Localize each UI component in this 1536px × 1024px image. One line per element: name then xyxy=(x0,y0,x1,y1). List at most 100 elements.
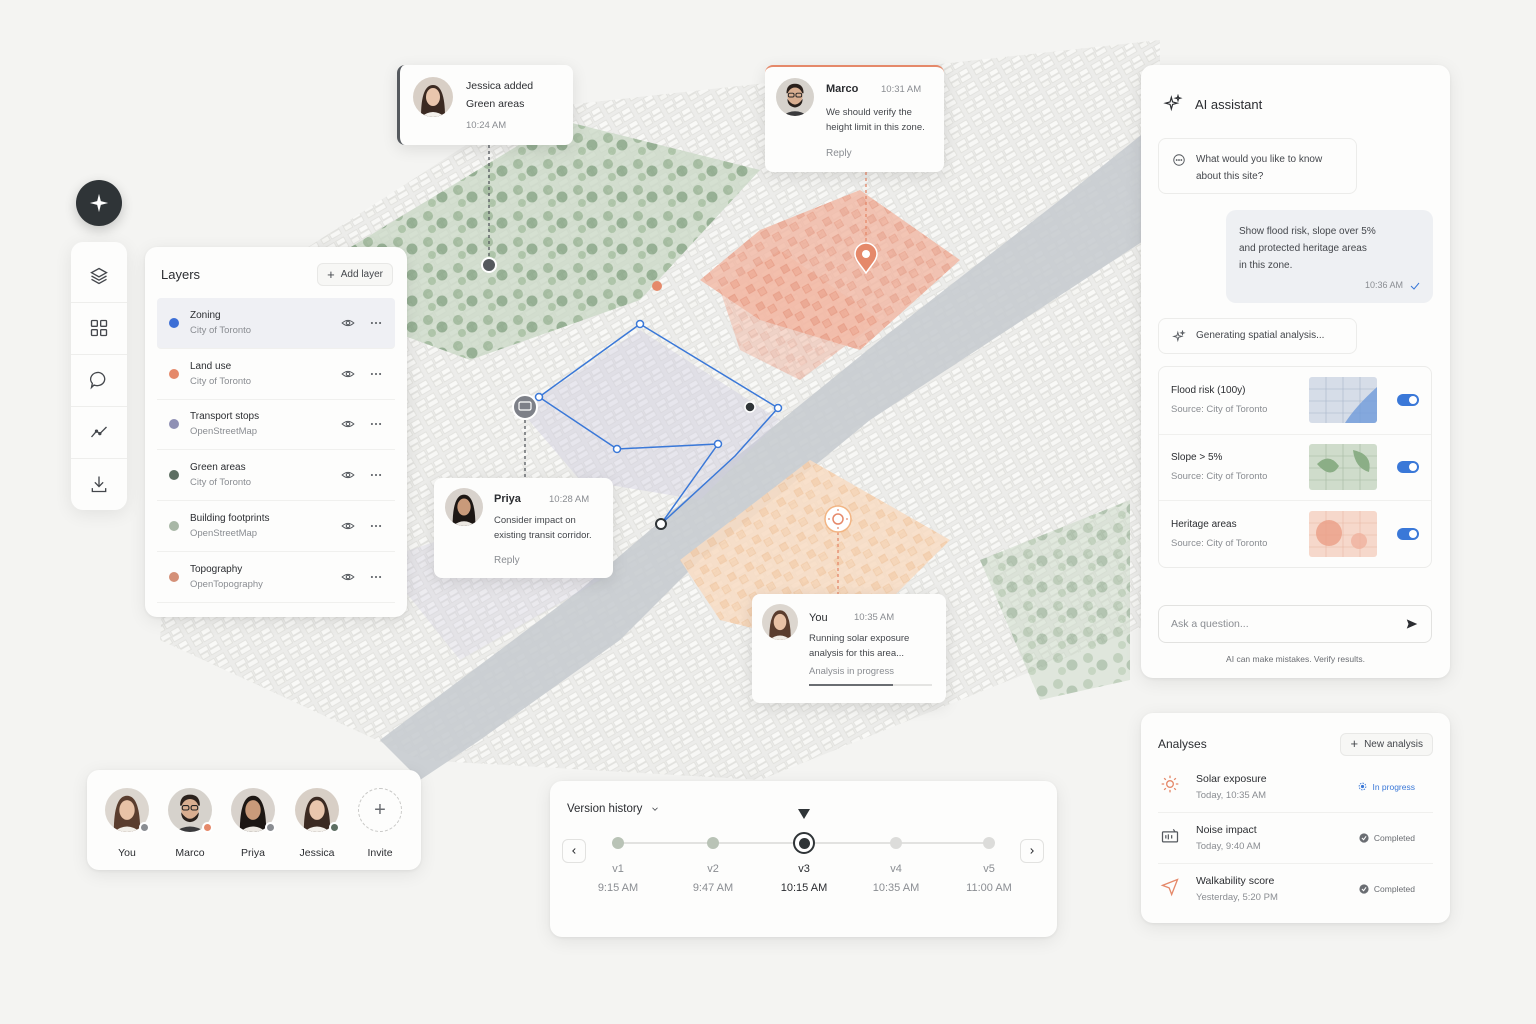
layer-color-dot xyxy=(169,317,179,328)
ai-title: AI assistant xyxy=(1195,96,1263,112)
check-circle-icon xyxy=(1359,884,1369,894)
layer-row[interactable]: Transport stops OpenStreetMap xyxy=(157,400,395,451)
ai-assistant-panel: AI assistant What would you like to know… xyxy=(1141,65,1450,678)
avatar-marco xyxy=(776,78,814,116)
comment-card-jessica[interactable]: Jessica added Green areas 10:24 AM xyxy=(397,65,573,145)
layer-row[interactable]: Land use City of Toronto xyxy=(157,349,395,400)
version-item[interactable]: v4 10:35 AM xyxy=(856,863,936,894)
version-dot[interactable] xyxy=(707,837,719,849)
marco-body-2: height limit in this zone. xyxy=(826,122,925,133)
new-analysis-label: New analysis xyxy=(1364,738,1423,750)
heritage-thumbnail xyxy=(1309,510,1377,557)
invite-label: Invite xyxy=(367,847,393,859)
slope-toggle[interactable] xyxy=(1397,461,1419,474)
eye-icon[interactable] xyxy=(341,519,355,533)
layer-source: OpenTopography xyxy=(190,578,263,590)
grid-tool-button[interactable] xyxy=(71,301,127,354)
result-name: Heritage areas xyxy=(1171,518,1237,530)
version-dot[interactable] xyxy=(612,837,624,849)
next-version-button[interactable] xyxy=(1020,839,1044,863)
flood-risk-toggle[interactable] xyxy=(1397,394,1419,407)
layer-name: Building footprints xyxy=(190,513,270,525)
comment-card-marco[interactable]: Marco 10:31 AM We should verify the heig… xyxy=(765,65,944,172)
chat-bubble-icon xyxy=(90,372,106,391)
eye-icon[interactable] xyxy=(341,468,355,482)
layer-text: Land use City of Toronto xyxy=(190,361,341,387)
version-item[interactable]: v2 9:47 AM xyxy=(673,863,753,894)
layer-text: Zoning City of Toronto xyxy=(190,310,341,336)
version-dot-current[interactable] xyxy=(793,832,815,854)
new-analysis-button[interactable]: + New analysis xyxy=(1340,732,1433,756)
version-label: v3 xyxy=(798,863,810,875)
collaborator-name: Marco xyxy=(175,847,205,859)
analysis-row[interactable]: Solar exposure Today, 10:35 AM In progres… xyxy=(1158,761,1433,812)
eye-icon[interactable] xyxy=(341,417,355,431)
analysis-row[interactable]: Walkability score Yesterday, 5:20 PM Comp… xyxy=(1158,863,1433,914)
version-item-current[interactable]: v3 10:15 AM xyxy=(764,863,844,894)
collaborator-marco[interactable]: Marco xyxy=(160,788,220,859)
more-options-icon[interactable] xyxy=(369,519,383,533)
invite-button[interactable]: + Invite xyxy=(350,788,410,859)
collaborator-priya[interactable]: Priya xyxy=(223,788,283,859)
sparkles-small-icon xyxy=(1172,330,1186,343)
layer-text: Green areas City of Toronto xyxy=(190,462,341,488)
more-options-icon[interactable] xyxy=(369,417,383,431)
eye-icon[interactable] xyxy=(341,316,355,330)
more-options-icon[interactable] xyxy=(369,367,383,381)
analysis-time: Yesterday, 5:20 PM xyxy=(1196,892,1278,903)
comment-card-priya[interactable]: Priya 10:28 AM Consider impact on existi… xyxy=(434,478,613,578)
eye-icon[interactable] xyxy=(341,367,355,381)
send-icon[interactable] xyxy=(1405,617,1419,631)
analyses-panel: Analyses + New analysis Solar exposure To… xyxy=(1141,713,1450,923)
download-tool-button[interactable] xyxy=(71,457,127,510)
analysis-results-list: Flood risk (100y) Source: City of Toronto… xyxy=(1158,366,1432,568)
result-row: Slope > 5% Source: City of Toronto xyxy=(1159,433,1431,501)
layers-panel: Layers + Add layer Zoning City of Toronto… xyxy=(145,247,407,617)
version-time: 11:00 AM xyxy=(966,882,1012,894)
collaborator-you[interactable]: You xyxy=(97,788,157,859)
more-options-icon[interactable] xyxy=(369,468,383,482)
analytics-tool-button[interactable] xyxy=(71,405,127,458)
version-dot[interactable] xyxy=(890,837,902,849)
ai-sparkle-button[interactable] xyxy=(76,180,122,226)
plus-icon: + xyxy=(374,798,386,821)
layer-row[interactable]: Topography OpenTopography xyxy=(157,552,395,603)
layer-row[interactable]: Zoning City of Toronto xyxy=(157,298,395,349)
chat-dots-icon xyxy=(1173,154,1185,166)
heritage-toggle[interactable] xyxy=(1397,527,1419,540)
layer-row[interactable]: Building footprints OpenStreetMap xyxy=(157,501,395,552)
comment-card-you[interactable]: You 10:35 AM Running solar exposure anal… xyxy=(752,594,946,703)
eye-icon[interactable] xyxy=(341,570,355,584)
comments-tool-button[interactable] xyxy=(71,353,127,406)
priya-body-1: Consider impact on xyxy=(494,515,576,526)
ai-disclaimer: AI can make mistakes. Verify results. xyxy=(1226,654,1365,664)
ask-question-input[interactable] xyxy=(1171,618,1371,630)
more-options-icon[interactable] xyxy=(369,570,383,584)
analysis-name: Solar exposure xyxy=(1196,772,1267,785)
collaborator-jessica[interactable]: Jessica xyxy=(287,788,347,859)
version-item[interactable]: v5 11:00 AM xyxy=(949,863,1029,894)
priya-reply-button[interactable]: Reply xyxy=(494,555,520,566)
analysis-name: Walkability score xyxy=(1196,875,1275,887)
version-label: v2 xyxy=(707,863,719,875)
avatar-priya xyxy=(445,488,483,526)
layer-row[interactable]: Green areas City of Toronto xyxy=(157,450,395,502)
prev-version-button[interactable] xyxy=(562,839,586,863)
analysis-row[interactable]: Noise impact Today, 9:40 AM Completed xyxy=(1158,812,1433,863)
left-toolbar xyxy=(71,242,127,510)
layer-color-dot xyxy=(169,470,179,481)
marco-reply-button[interactable]: Reply xyxy=(826,148,852,159)
layer-list: Zoning City of Toronto Land use City of Tor… xyxy=(145,298,407,603)
layers-tool-button[interactable] xyxy=(71,250,127,302)
version-label: v4 xyxy=(890,863,902,875)
analysis-status: Completed xyxy=(1373,884,1415,894)
analyses-title: Analyses xyxy=(1158,737,1207,751)
version-history-dropdown[interactable]: Version history xyxy=(567,803,660,815)
add-layer-button[interactable]: + Add layer xyxy=(317,263,393,286)
chevron-left-icon xyxy=(572,848,576,854)
you-name: You xyxy=(809,612,828,624)
version-dot[interactable] xyxy=(983,837,995,849)
collaborator-name: You xyxy=(118,847,136,859)
version-item[interactable]: v1 9:15 AM xyxy=(578,863,658,894)
more-options-icon[interactable] xyxy=(369,316,383,330)
